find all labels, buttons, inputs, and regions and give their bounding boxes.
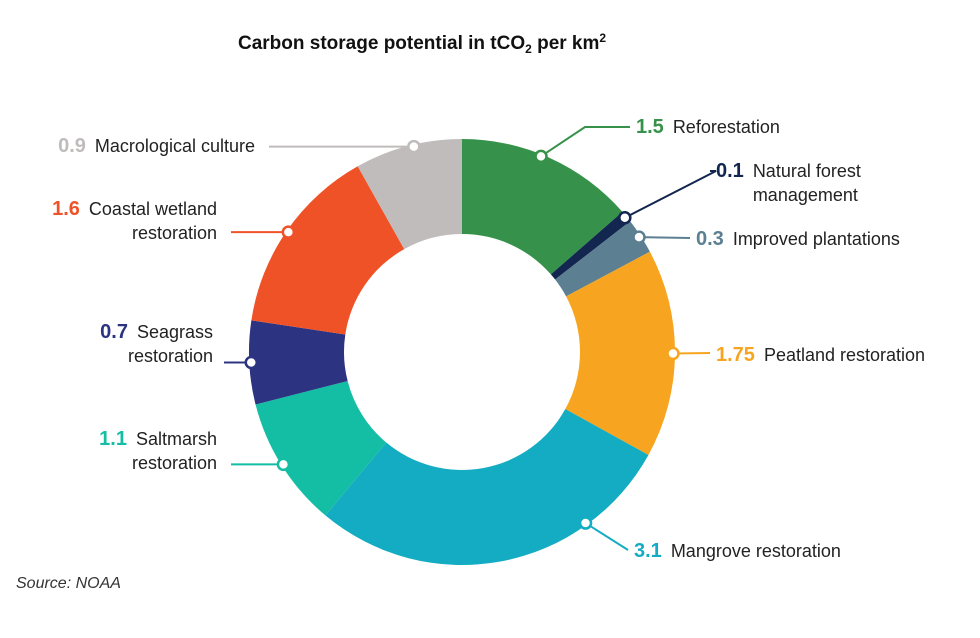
leader-dot [244,355,259,370]
data-label-text: Macrological culture [86,136,255,156]
leader-line [585,522,629,551]
data-label-text: restoration [132,223,217,243]
data-label-text: Saltmarsh [127,429,217,449]
data-label: 3.1 Mangrove restoration [634,540,841,562]
chart-title-subscript: 2 [525,42,532,56]
data-label-value: 1.75 [716,344,755,366]
data-label-value: 3.1 [634,540,662,562]
data-label-value: 0.1 [716,160,744,182]
leader-dot [276,457,291,472]
donut-slice [550,211,631,280]
data-label-text: Peatland restoration [755,345,925,365]
donut-slice [249,320,348,405]
leader-dot [666,346,680,361]
chart-title-unit: per km [531,33,600,54]
data-label-text: Improved plantations [724,229,900,249]
data-label: 1.6 Coastal wetland [52,198,217,220]
data-label-text: restoration [132,453,217,473]
data-label: 0.3 Improved plantations [696,228,900,250]
leader-line [540,126,630,158]
data-label-text: Mangrove restoration [662,541,841,561]
data-label: 0.9 Macrological culture [58,135,255,157]
data-label-text: Coastal wetland [80,199,217,219]
data-label-text: Seagrass [128,322,213,342]
leader-dot [534,149,548,164]
donut-slice [565,251,675,455]
data-label-value: 0.3 [696,228,724,250]
chart-title: Carbon storage potential in tCO2 per km2 [238,31,606,56]
data-label-value: 1.5 [636,116,664,138]
leader-dot [578,516,593,530]
data-label-value: 0.9 [58,135,86,157]
slice-labels: 1.5 Reforestation 0.1 Natural forest manag… [52,116,925,562]
data-label-text: management [753,185,858,205]
donut-slice [357,139,462,250]
data-label: 1.5 Reforestation [636,116,780,138]
leader-dot [281,225,296,239]
data-label-value: 1.1 [99,428,127,450]
donut-slice [251,166,405,335]
source-note: Source: NOAA [16,575,121,592]
data-label-value: 1.6 [52,198,80,220]
leader-dot [407,139,421,154]
leader-line [624,170,717,219]
data-label-value: 0.7 [100,321,128,343]
data-label: 1.75 Peatland restoration [716,344,925,366]
data-label-text: restoration [128,346,213,366]
leader-lines [224,126,717,551]
leader-line [638,236,691,239]
donut-slice [462,139,623,275]
donut-slice [555,221,650,297]
donut-slice [255,381,387,516]
leader-dot [618,211,632,225]
donut-slices [249,139,675,566]
data-label: 0.1 Natural forest [716,160,861,182]
leader-dot [632,230,646,244]
data-label-text: Natural forest [744,161,861,181]
data-label: 0.7 Seagrass [100,321,213,343]
data-label-text: Reforestation [664,117,780,137]
donut-slice [325,409,649,566]
data-label: 1.1 Saltmarsh [99,428,217,450]
chart-title-text: Carbon storage potential in tCO [238,33,526,54]
chart-title-superscript: 2 [599,31,607,45]
